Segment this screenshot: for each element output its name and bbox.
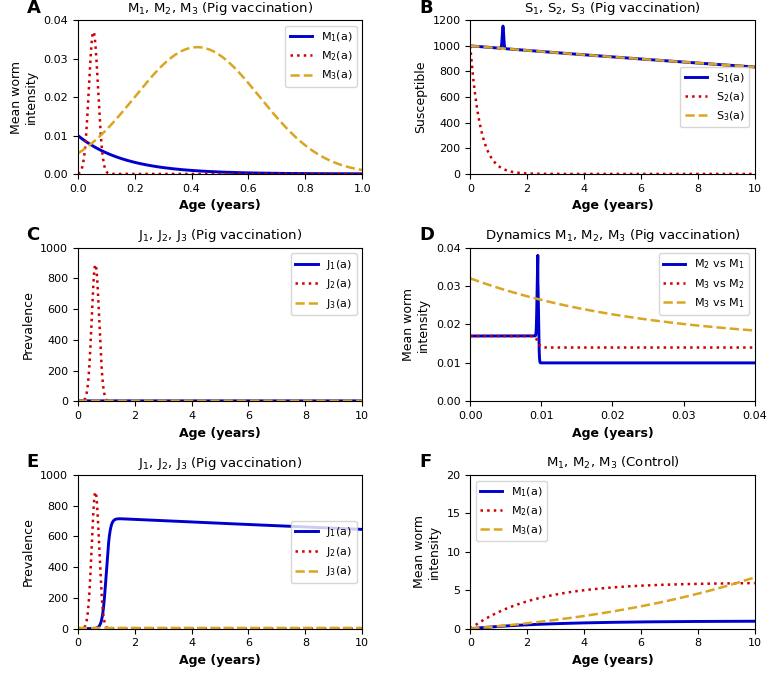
X-axis label: Age (years): Age (years) [179, 654, 261, 667]
Title: M$_1$, M$_2$, M$_3$ (Pig vaccination): M$_1$, M$_2$, M$_3$ (Pig vaccination) [127, 0, 313, 17]
Title: J$_1$, J$_2$, J$_3$ (Pig vaccination): J$_1$, J$_2$, J$_3$ (Pig vaccination) [138, 455, 302, 472]
Legend: M$_1$(a), M$_2$(a), M$_3$(a): M$_1$(a), M$_2$(a), M$_3$(a) [285, 26, 356, 87]
Text: F: F [419, 454, 431, 471]
Text: A: A [26, 0, 40, 17]
Text: E: E [26, 454, 39, 471]
Title: Dynamics M$_1$, M$_2$, M$_3$ (Pig vaccination): Dynamics M$_1$, M$_2$, M$_3$ (Pig vaccin… [485, 227, 740, 244]
Y-axis label: Prevalence: Prevalence [22, 290, 34, 359]
Legend: J$_1$(a), J$_2$(a), J$_3$(a): J$_1$(a), J$_2$(a), J$_3$(a) [291, 521, 356, 583]
X-axis label: Age (years): Age (years) [572, 654, 654, 667]
Title: J$_1$, J$_2$, J$_3$ (Pig vaccination): J$_1$, J$_2$, J$_3$ (Pig vaccination) [138, 227, 302, 244]
Y-axis label: Susceptible: Susceptible [414, 61, 427, 133]
X-axis label: Age (years): Age (years) [572, 199, 654, 212]
Text: D: D [419, 226, 434, 244]
Y-axis label: Mean worm
intensity: Mean worm intensity [413, 515, 441, 588]
Text: C: C [26, 226, 40, 244]
X-axis label: Age (years): Age (years) [179, 199, 261, 212]
Legend: M$_2$ vs M$_1$, M$_3$ vs M$_2$, M$_3$ vs M$_1$: M$_2$ vs M$_1$, M$_3$ vs M$_2$, M$_3$ vs… [659, 254, 749, 314]
Text: B: B [419, 0, 433, 17]
Title: S$_1$, S$_2$, S$_3$ (Pig vaccination): S$_1$, S$_2$, S$_3$ (Pig vaccination) [524, 0, 701, 17]
Y-axis label: Prevalence: Prevalence [22, 517, 34, 586]
X-axis label: Age (years): Age (years) [179, 427, 261, 439]
Y-axis label: Mean worm
intensity: Mean worm intensity [10, 61, 38, 134]
Legend: S$_1$(a), S$_2$(a), S$_3$(a): S$_1$(a), S$_2$(a), S$_3$(a) [680, 67, 749, 128]
Title: M$_1$, M$_2$, M$_3$ (Control): M$_1$, M$_2$, M$_3$ (Control) [545, 455, 679, 470]
Legend: J$_1$(a), J$_2$(a), J$_3$(a): J$_1$(a), J$_2$(a), J$_3$(a) [291, 254, 356, 315]
X-axis label: Age (years): Age (years) [572, 427, 654, 439]
Legend: M$_1$(a), M$_2$(a), M$_3$(a): M$_1$(a), M$_2$(a), M$_3$(a) [476, 481, 548, 541]
Y-axis label: Mean worm
intensity: Mean worm intensity [402, 288, 430, 361]
